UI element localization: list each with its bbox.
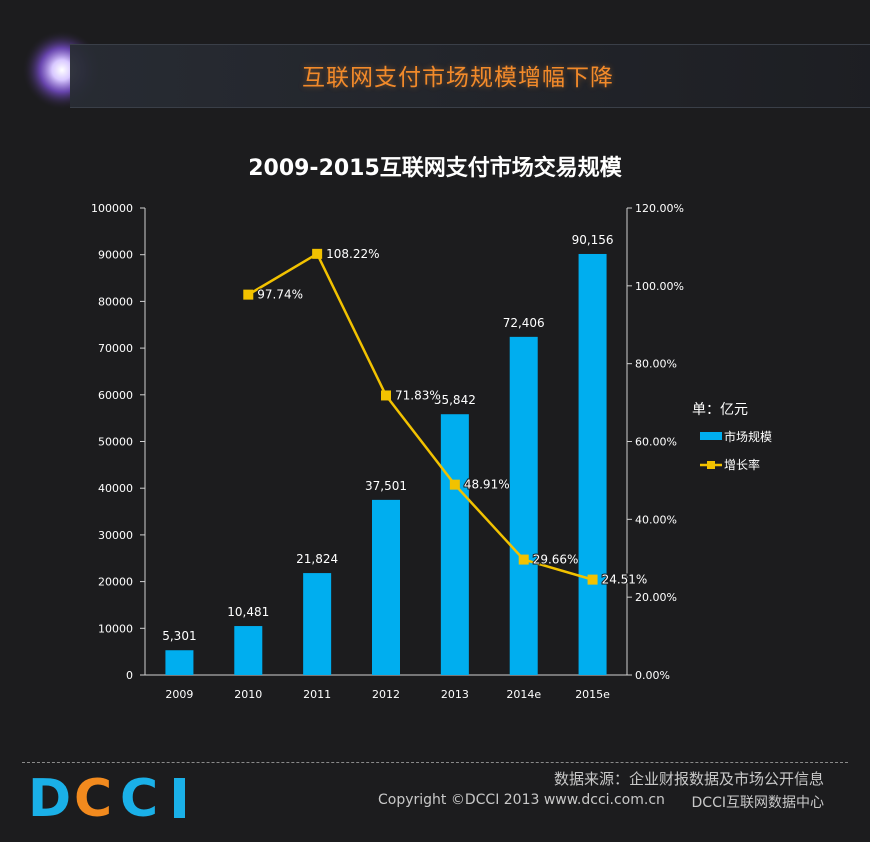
data-source: 数据来源：企业财报数据及市场公开信息 <box>553 770 824 788</box>
left-tick-label: 20000 <box>98 576 133 589</box>
footer-divider <box>22 762 848 763</box>
x-tick-label: 2015e <box>575 688 610 701</box>
growth-value-label: 24.51% <box>602 573 648 587</box>
unit-label: 单：亿元 <box>692 402 748 418</box>
legend-bar-label: 市场规模 <box>724 429 772 444</box>
logo-i <box>174 778 185 818</box>
bar-value-label: 37,501 <box>365 479 407 493</box>
right-tick-label: 80.00% <box>635 358 677 371</box>
bar-value-label: 10,481 <box>227 605 269 619</box>
org-name: DCCI互联网数据中心 <box>691 795 824 811</box>
left-tick-label: 30000 <box>98 529 133 542</box>
left-tick-label: 10000 <box>98 622 133 635</box>
chart-title: 2009-2015互联网支付市场交易规模 <box>248 155 623 181</box>
bar <box>234 626 263 675</box>
left-tick-label: 40000 <box>98 482 133 495</box>
bar-value-label: 55,842 <box>434 393 476 407</box>
left-tick-label: 50000 <box>98 436 133 449</box>
bar <box>440 414 469 675</box>
dcci-logo: D C C <box>28 770 185 826</box>
page-title: 互联网支付市场规模增幅下降 <box>302 65 614 91</box>
growth-point <box>243 289 254 300</box>
logo-d: D <box>28 770 71 826</box>
right-tick-label: 120.00% <box>635 202 684 215</box>
growth-point <box>587 574 598 585</box>
right-tick-label: 20.00% <box>635 591 677 604</box>
logo-c1: C <box>74 770 112 826</box>
bar <box>372 499 400 675</box>
left-tick-label: 80000 <box>98 295 133 308</box>
x-tick-label: 2009 <box>165 688 193 701</box>
right-tick-label: 0.00% <box>635 669 670 682</box>
growth-value-label: 48.91% <box>464 478 510 492</box>
right-tick-label: 100.00% <box>635 280 684 293</box>
chart: 2009-2015互联网支付市场交易规模 0 10000 20000 30000 4000… <box>91 155 772 701</box>
bar <box>165 650 194 675</box>
bar-value-label: 21,824 <box>296 552 338 566</box>
bar-value-label: 72,406 <box>503 316 545 330</box>
right-tick-label: 40.00% <box>635 513 677 526</box>
bar-value-label: 5,301 <box>162 629 196 643</box>
legend-line-marker <box>707 461 715 469</box>
growth-value-label: 71.83% <box>395 388 441 402</box>
growth-value-label: 108.22% <box>326 247 379 261</box>
left-tick-label: 70000 <box>98 342 133 355</box>
copyright-text: Copyright ©DCCI 2013 www.dcci.com.cn <box>378 792 665 808</box>
bar <box>303 573 332 675</box>
left-tick-label: 0 <box>126 669 133 682</box>
x-tick-label: 2011 <box>303 688 331 701</box>
legend-line-label: 增长率 <box>724 457 760 472</box>
growth-value-label: 29.66% <box>533 553 579 567</box>
growth-point <box>449 479 460 490</box>
growth-point <box>518 554 529 565</box>
right-tick-label: 60.00% <box>635 436 677 449</box>
logo-c2: C <box>120 770 158 826</box>
growth-value-label: 97.74% <box>257 288 303 302</box>
header-band <box>70 44 870 108</box>
x-tick-label: 2014e <box>506 688 541 701</box>
left-tick-label: 90000 <box>98 249 133 262</box>
growth-point <box>381 390 391 401</box>
x-tick-label: 2013 <box>441 688 469 701</box>
growth-rate-line <box>247 252 593 581</box>
bar-value-label: 90,156 <box>572 233 614 247</box>
x-tick-label: 2010 <box>234 688 262 701</box>
left-tick-label: 100000 <box>91 202 133 215</box>
x-tick-label: 2012 <box>372 688 400 701</box>
bar <box>578 253 607 675</box>
bar <box>509 336 538 675</box>
legend-bar-swatch <box>700 432 722 440</box>
growth-point <box>312 248 323 259</box>
left-tick-label: 60000 <box>98 389 133 402</box>
